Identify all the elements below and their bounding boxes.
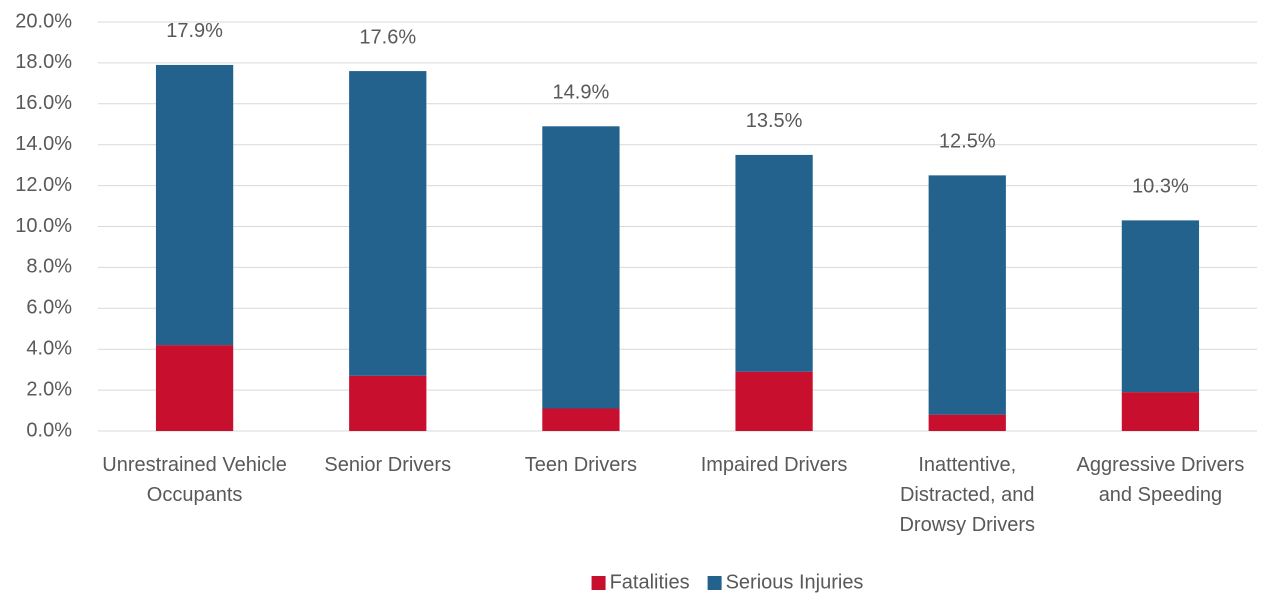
bar-segment bbox=[735, 154, 813, 372]
x-tick-label: Senior Drivers bbox=[324, 454, 451, 476]
bar-segment bbox=[928, 414, 1006, 431]
legend-label: Fatalities bbox=[610, 571, 690, 593]
x-tick-label: Impaired Drivers bbox=[701, 454, 848, 476]
legend-swatch bbox=[707, 576, 722, 590]
legend-swatch bbox=[591, 576, 606, 590]
bar-segment bbox=[349, 375, 427, 431]
y-tick-label: 18.0% bbox=[15, 51, 72, 73]
total-label: 12.5% bbox=[939, 131, 996, 153]
bar-segment bbox=[349, 71, 427, 376]
total-label: 17.9% bbox=[166, 20, 223, 42]
total-label: 17.6% bbox=[359, 26, 416, 48]
y-tick-label: 4.0% bbox=[26, 337, 72, 359]
bar-segment bbox=[155, 64, 234, 346]
x-tick-label: Teen Drivers bbox=[525, 454, 637, 476]
x-tick-label: Unrestrained Vehicle Occupants bbox=[102, 454, 287, 506]
bar-segment bbox=[542, 126, 620, 409]
y-tick-label: 0.0% bbox=[26, 419, 72, 441]
legend-label: Serious Injuries bbox=[726, 571, 864, 593]
total-label: 14.9% bbox=[553, 82, 610, 104]
y-tick-label: 8.0% bbox=[26, 256, 72, 278]
y-tick-label: 12.0% bbox=[15, 174, 72, 196]
x-tick-label: Aggressive Drivers and Speeding bbox=[1077, 454, 1245, 506]
bar-segment bbox=[155, 345, 234, 431]
bar-segment bbox=[542, 408, 620, 431]
total-label: 10.3% bbox=[1132, 176, 1189, 198]
x-tick-label: Inattentive, Distracted, and Drowsy Driver… bbox=[899, 454, 1035, 536]
bar-segment bbox=[928, 175, 1006, 415]
bar-segment bbox=[1121, 220, 1200, 393]
bar-segment bbox=[1121, 392, 1200, 431]
y-tick-label: 20.0% bbox=[15, 10, 72, 32]
bar-segment bbox=[735, 371, 813, 431]
y-tick-label: 10.0% bbox=[15, 215, 72, 237]
y-tick-label: 2.0% bbox=[26, 378, 72, 400]
y-tick-label: 6.0% bbox=[26, 297, 72, 319]
y-tick-label: 14.0% bbox=[15, 133, 72, 155]
total-label: 13.5% bbox=[746, 110, 803, 132]
y-tick-label: 16.0% bbox=[15, 92, 72, 114]
